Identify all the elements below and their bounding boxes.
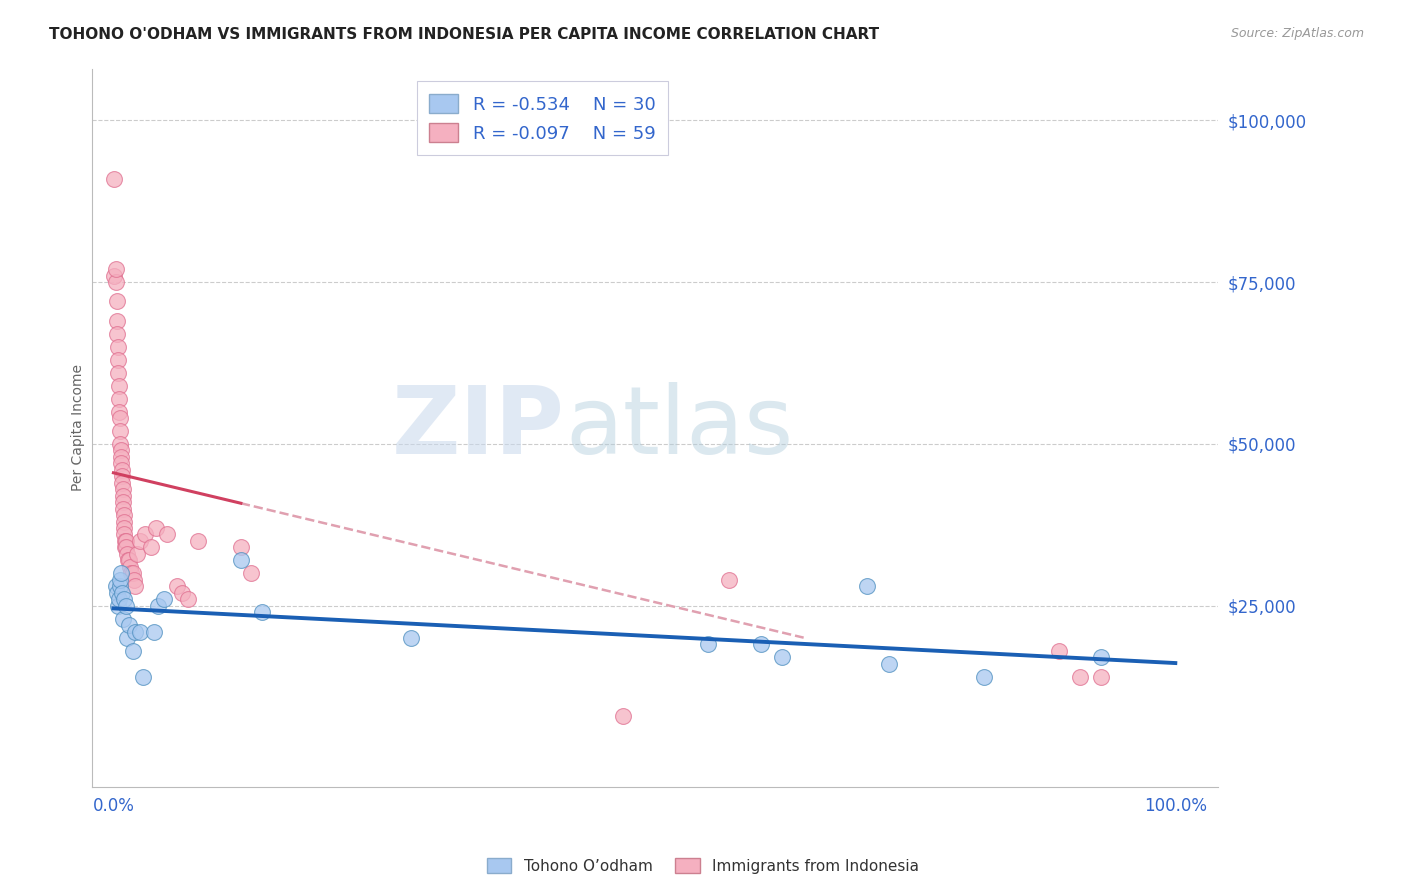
Point	[104, 262, 127, 277]
Point	[114, 533, 136, 548]
Point	[124, 579, 146, 593]
Point	[108, 437, 131, 451]
Point	[121, 644, 143, 658]
Y-axis label: Per Capita Income: Per Capita Income	[72, 364, 86, 491]
Point	[112, 527, 135, 541]
Point	[108, 424, 131, 438]
Point	[166, 579, 188, 593]
Point	[229, 541, 252, 555]
Point	[122, 573, 145, 587]
Point	[107, 340, 129, 354]
Text: ZIP: ZIP	[392, 382, 565, 474]
Point	[115, 547, 138, 561]
Point	[1069, 670, 1091, 684]
Point	[172, 585, 194, 599]
Point	[117, 553, 139, 567]
Point	[250, 605, 273, 619]
Point	[115, 599, 138, 613]
Point	[121, 566, 143, 581]
Point	[110, 456, 132, 470]
Text: TOHONO O'ODHAM VS IMMIGRANTS FROM INDONESIA PER CAPITA INCOME CORRELATION CHART: TOHONO O'ODHAM VS IMMIGRANTS FROM INDONE…	[49, 27, 879, 42]
Point	[107, 352, 129, 367]
Point	[112, 515, 135, 529]
Point	[118, 618, 141, 632]
Point	[111, 469, 134, 483]
Point	[111, 489, 134, 503]
Point	[114, 541, 136, 555]
Point	[108, 579, 131, 593]
Point	[177, 592, 200, 607]
Point	[229, 553, 252, 567]
Point	[104, 275, 127, 289]
Point	[1090, 670, 1112, 684]
Point	[142, 624, 165, 639]
Point	[105, 585, 128, 599]
Point	[107, 366, 129, 380]
Point	[111, 463, 134, 477]
Point	[111, 611, 134, 625]
Point	[129, 624, 152, 639]
Point	[121, 566, 143, 581]
Point	[107, 392, 129, 406]
Point	[110, 566, 132, 581]
Point	[139, 541, 162, 555]
Point	[718, 573, 741, 587]
Point	[108, 573, 131, 587]
Point	[240, 566, 263, 581]
Text: atlas: atlas	[565, 382, 793, 474]
Point	[134, 527, 156, 541]
Point	[110, 443, 132, 458]
Point	[145, 521, 167, 535]
Point	[612, 708, 634, 723]
Point	[112, 521, 135, 535]
Point	[104, 579, 127, 593]
Point	[973, 670, 995, 684]
Point	[111, 501, 134, 516]
Point	[105, 314, 128, 328]
Point	[112, 592, 135, 607]
Point	[110, 450, 132, 464]
Point	[115, 533, 138, 548]
Point	[115, 631, 138, 645]
Point	[103, 171, 125, 186]
Legend: Tohono O’odham, Immigrants from Indonesia: Tohono O’odham, Immigrants from Indonesi…	[481, 852, 925, 880]
Point	[697, 637, 720, 651]
Point	[1047, 644, 1070, 658]
Point	[103, 268, 125, 283]
Point	[877, 657, 900, 671]
Point	[107, 378, 129, 392]
Point	[146, 599, 169, 613]
Point	[107, 599, 129, 613]
Point	[108, 411, 131, 425]
Legend: R = -0.534    N = 30, R = -0.097    N = 59: R = -0.534 N = 30, R = -0.097 N = 59	[416, 81, 668, 155]
Point	[153, 592, 176, 607]
Point	[111, 585, 134, 599]
Point	[111, 475, 134, 490]
Point	[749, 637, 772, 651]
Point	[770, 650, 793, 665]
Point	[132, 670, 155, 684]
Point	[399, 631, 422, 645]
Point	[111, 482, 134, 496]
Point	[112, 508, 135, 522]
Point	[105, 294, 128, 309]
Point	[115, 541, 138, 555]
Point	[155, 527, 177, 541]
Point	[105, 326, 128, 341]
Point	[107, 404, 129, 418]
Point	[111, 495, 134, 509]
Point	[187, 533, 209, 548]
Point	[129, 533, 152, 548]
Text: Source: ZipAtlas.com: Source: ZipAtlas.com	[1230, 27, 1364, 40]
Point	[118, 553, 141, 567]
Point	[124, 624, 146, 639]
Point	[125, 547, 148, 561]
Point	[107, 592, 129, 607]
Point	[856, 579, 879, 593]
Point	[120, 559, 142, 574]
Point	[1090, 650, 1112, 665]
